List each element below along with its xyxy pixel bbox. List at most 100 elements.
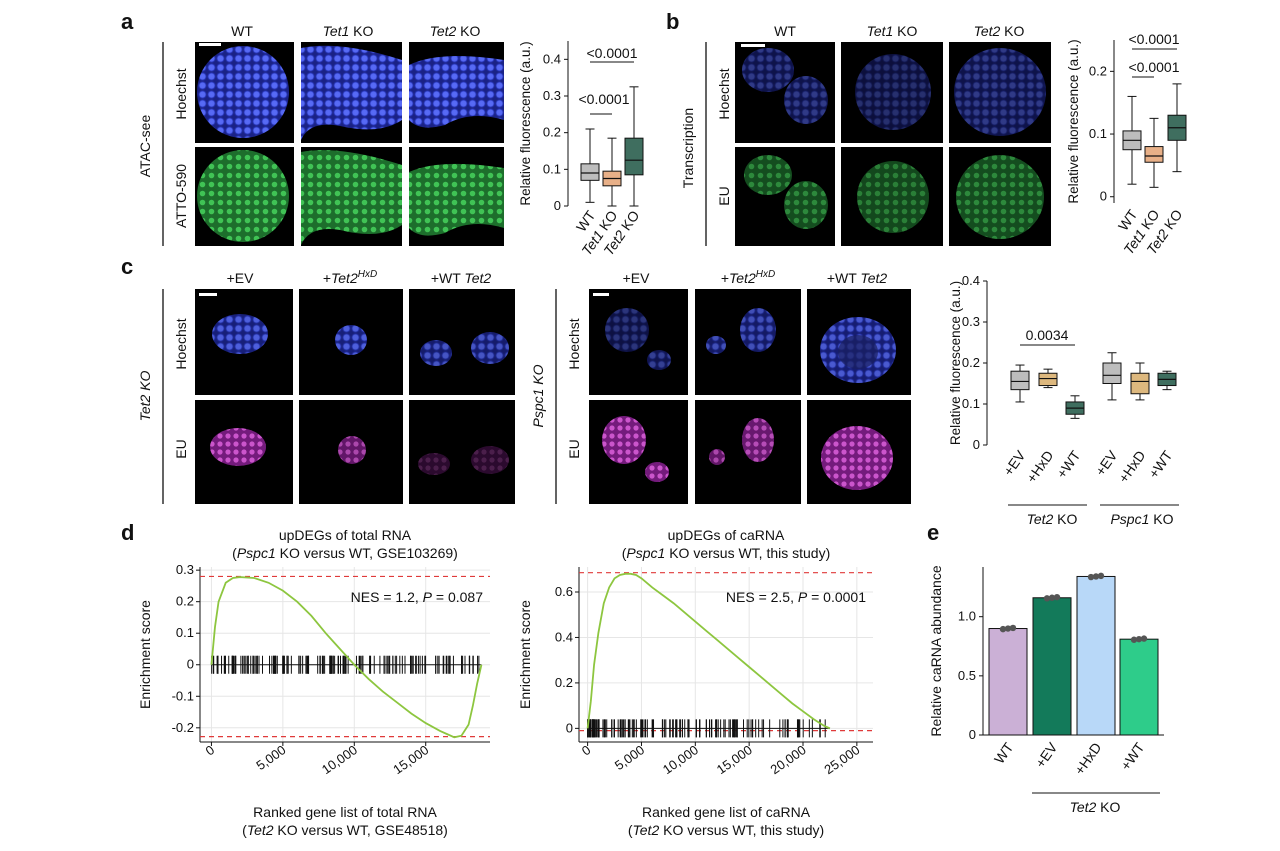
y-tick-label: 0.2	[555, 675, 573, 690]
y-tick-label: 0.1	[176, 625, 194, 640]
y-tick-label: 0.5	[958, 668, 976, 683]
group-label: Tet2 KO	[1070, 799, 1121, 815]
enrichment-curve	[586, 572, 831, 730]
panel-a-col-tet2: Tet2 KO	[430, 23, 481, 39]
scale-bar	[199, 293, 217, 296]
y-axis-label: Enrichment score	[517, 600, 533, 709]
data-point	[1009, 624, 1017, 632]
y-tick-label: 0.1	[1089, 126, 1107, 141]
sig-label: <0.0001	[1129, 31, 1180, 47]
panel-label-e: e	[927, 520, 939, 545]
panel-a-col-wt: WT	[231, 23, 253, 39]
box-1	[1144, 146, 1164, 163]
panel-label-b: b	[666, 9, 679, 34]
panel-a-row-hoechst: Hoechst	[173, 68, 189, 119]
scale-bar	[593, 293, 609, 296]
x-axis-label: (Tet2 KO versus WT, GSE48518)	[242, 822, 448, 838]
scale-bar	[199, 43, 221, 46]
sig-label: <0.0001	[1129, 59, 1180, 75]
panel-label-d: d	[121, 520, 134, 545]
x-tick-label: 15,000	[714, 742, 755, 777]
x-axis-label: Ranked gene list of caRNA	[642, 804, 811, 820]
y-axis-label: Relative fluorescence (a.u.)	[1066, 39, 1081, 203]
bar-1	[1032, 597, 1072, 736]
box-2	[624, 137, 644, 176]
x-tick-label: 0	[579, 742, 594, 758]
panel-c-left-side: Tet2 KO	[137, 370, 153, 421]
y-tick-label: 0.2	[962, 355, 980, 370]
gene-hit-barcode	[211, 655, 480, 674]
data-point	[1097, 572, 1105, 580]
nes-annotation: NES = 2.5, P = 0.0001	[726, 589, 866, 605]
panel-b-col-tet2: Tet2 KO	[974, 23, 1025, 39]
box-4	[1130, 372, 1150, 395]
panel-c-right-col-ev: +EV	[623, 270, 651, 286]
panel-d-left-gsea: upDEGs of total RNA (Pspc1 KO versus WT, …	[137, 527, 490, 838]
x-axis-label: Ranked gene list of total RNA	[253, 804, 437, 820]
chart-title: upDEGs of caRNA	[668, 527, 785, 543]
enrichment-curve	[210, 576, 483, 739]
y-tick-label: 0.4	[962, 273, 980, 288]
y-axis-label: Enrichment score	[137, 600, 153, 709]
panel-b-micrographs: WT Tet1 KO Tet2 KO Transcription Hoechst…	[680, 23, 1051, 246]
y-tick-label: 0.4	[555, 629, 573, 644]
bar-3	[1119, 638, 1159, 736]
x-tick-label: 20,000	[768, 742, 809, 777]
data-point	[1053, 593, 1061, 601]
panel-c-left-row-hoechst: Hoechst	[173, 318, 189, 369]
panel-c-right-side: Pspc1 KO	[530, 364, 546, 427]
data-point	[1048, 594, 1056, 601]
panel-b-row-eu: EU	[716, 186, 732, 205]
box-3	[1102, 362, 1122, 384]
sig-label: <0.0001	[587, 45, 638, 61]
x-tick-label: 10,000	[660, 742, 701, 777]
x-tick-label: 5,000	[253, 742, 288, 773]
x-tick-label: +HxD	[1023, 448, 1056, 486]
y-tick-label: 0	[1100, 189, 1107, 204]
y-tick-label: 0.6	[555, 584, 573, 599]
y-tick-label: 0.2	[543, 125, 561, 140]
y-tick-label: 0.3	[962, 314, 980, 329]
y-tick-label: 0	[187, 657, 194, 672]
panel-c-left-col-ev: +EV	[227, 270, 255, 286]
panel-c-left-row-eu: EU	[173, 439, 189, 458]
y-tick-label: 0.2	[1089, 63, 1107, 78]
chart-title: upDEGs of total RNA	[279, 527, 412, 543]
y-tick-label: 0.1	[543, 161, 561, 176]
sig-label: <0.0001	[579, 91, 630, 107]
panel-c-right-col-hxd: +Tet2HxD	[721, 269, 775, 286]
panel-b-row-hoechst: Hoechst	[716, 68, 732, 119]
panel-label-a: a	[121, 9, 134, 34]
gene-hit-barcode	[587, 719, 826, 738]
y-axis-label: Relative fluorescence (a.u.)	[948, 281, 963, 445]
panel-label-c: c	[121, 254, 133, 279]
bar-2	[1076, 575, 1116, 736]
y-tick-label: -0.1	[172, 688, 194, 703]
y-tick-label: 0	[969, 727, 976, 742]
y-tick-label: 0	[973, 437, 980, 452]
box-0	[580, 163, 600, 181]
panel-a-boxplot: 0 0.1 0.2 0.3 0.4 Relative fluorescence (a.u.…	[518, 41, 644, 258]
panel-d-right-gsea: upDEGs of caRNA (Pspc1 KO versus WT, this…	[517, 527, 873, 838]
scale-bar	[741, 44, 765, 47]
chart-title: (Pspc1 KO versus WT, GSE103269)	[232, 545, 458, 561]
panel-c-right-row-eu: EU	[566, 439, 582, 458]
y-tick-label: -0.2	[172, 720, 194, 735]
y-tick-label: 0	[566, 720, 573, 735]
nes-annotation: NES = 1.2, P = 0.087	[351, 589, 484, 605]
group-label: Tet2 KO	[1027, 511, 1078, 527]
bar-0	[988, 628, 1028, 736]
y-tick-label: 0.3	[176, 562, 194, 577]
panel-b-col-wt: WT	[774, 23, 796, 39]
box-0	[1010, 370, 1030, 391]
panel-c-left-col-hxd: +Tet2HxD	[323, 269, 377, 286]
x-tick-label: +EV	[1032, 739, 1061, 771]
x-axis-label: (Tet2 KO versus WT, this study)	[628, 822, 824, 838]
x-tick-label: 25,000	[821, 742, 862, 777]
y-axis-label: Relative fluorescence (a.u.)	[518, 41, 533, 205]
data-point	[1043, 595, 1051, 602]
x-tick-label: 5,000	[612, 742, 647, 773]
